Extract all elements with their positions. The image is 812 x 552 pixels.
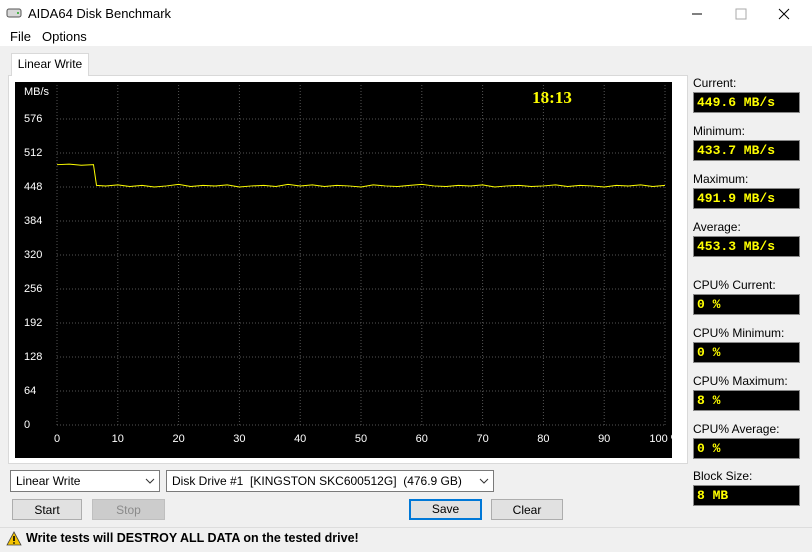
data-line bbox=[56, 163, 666, 188]
menu-item[interactable]: Options bbox=[42, 29, 87, 44]
y-tick-label: 320 bbox=[24, 249, 42, 261]
x-tick-label: 100 % bbox=[649, 433, 672, 445]
x-tick-label: 60 bbox=[416, 433, 428, 445]
status-bar bbox=[0, 527, 812, 552]
stat-label: CPU% Minimum: bbox=[693, 326, 785, 340]
y-tick-label: 64 bbox=[24, 385, 36, 397]
x-tick-label: 70 bbox=[476, 433, 488, 445]
warning-text: Write tests will DESTROY ALL DATA on the… bbox=[26, 531, 359, 545]
menu-bar bbox=[0, 28, 812, 46]
stop-button: Stop bbox=[92, 499, 165, 520]
title-bar bbox=[0, 0, 812, 28]
stat-value: 0 % bbox=[693, 438, 800, 459]
x-tick-label: 40 bbox=[294, 433, 306, 445]
clear-button[interactable]: Clear bbox=[491, 499, 563, 520]
start-button[interactable]: Start bbox=[12, 499, 82, 520]
y-tick-label: 256 bbox=[24, 283, 42, 295]
stat-value: 453.3 MB/s bbox=[693, 236, 800, 257]
y-tick-label: 192 bbox=[24, 317, 42, 329]
y-tick-label: 512 bbox=[24, 147, 42, 159]
menu-item[interactable]: File bbox=[10, 29, 31, 44]
window-controls[interactable] bbox=[680, 0, 812, 28]
chart: MB/s 18:13 0 64 128 192 256 320 384 448 512 576 0 1… bbox=[15, 82, 672, 458]
warning-icon bbox=[6, 531, 22, 546]
stat-label: Maximum: bbox=[693, 172, 749, 186]
stat-value: 491.9 MB/s bbox=[693, 188, 800, 209]
tab[interactable]: Linear Write bbox=[11, 53, 89, 76]
y-tick-label: 128 bbox=[24, 351, 42, 363]
x-tick-label: 30 bbox=[233, 433, 245, 445]
chart-background bbox=[15, 82, 672, 458]
window-title: AIDA64 Disk Benchmark bbox=[28, 6, 172, 21]
dropdown-arrow bbox=[145, 478, 155, 484]
dropdown-arrow bbox=[479, 478, 489, 484]
x-tick-label: 50 bbox=[355, 433, 367, 445]
y-tick-label: 384 bbox=[24, 215, 42, 227]
drive-select[interactable]: Disk Drive #1 [KINGSTON SKC600512G] (476… bbox=[166, 470, 494, 492]
block-size-label: Block Size: bbox=[693, 469, 753, 483]
x-tick-label: 20 bbox=[172, 433, 184, 445]
stat-value: 433.7 MB/s bbox=[693, 140, 800, 161]
timer: 18:13 bbox=[532, 88, 572, 107]
test-select[interactable]: Linear Write bbox=[10, 470, 160, 492]
stat-label: Current: bbox=[693, 76, 737, 90]
x-tick-label: 80 bbox=[537, 433, 549, 445]
stat-label: CPU% Average: bbox=[693, 422, 780, 436]
stat-value: 8 % bbox=[693, 390, 800, 411]
stat-label: Average: bbox=[693, 220, 741, 234]
y-tick-label: 0 bbox=[24, 419, 30, 431]
x-tick-label: 0 bbox=[54, 433, 60, 445]
stat-value: 449.6 MB/s bbox=[693, 92, 800, 113]
block-size-value: 8 MB bbox=[693, 485, 800, 506]
x-tick-label: 90 bbox=[598, 433, 610, 445]
save-button[interactable]: Save bbox=[409, 499, 482, 520]
stat-value: 0 % bbox=[693, 342, 800, 363]
stat-label: CPU% Maximum: bbox=[693, 374, 788, 388]
y-tick-label: 448 bbox=[24, 181, 42, 193]
stat-label: Minimum: bbox=[693, 124, 746, 138]
stat-value: 0 % bbox=[693, 294, 800, 315]
app-icon bbox=[6, 8, 22, 18]
y-axis-label: MB/s bbox=[24, 86, 50, 98]
stat-label: CPU% Current: bbox=[693, 278, 776, 292]
x-tick-label: 10 bbox=[112, 433, 124, 445]
y-tick-label: 576 bbox=[24, 113, 42, 125]
